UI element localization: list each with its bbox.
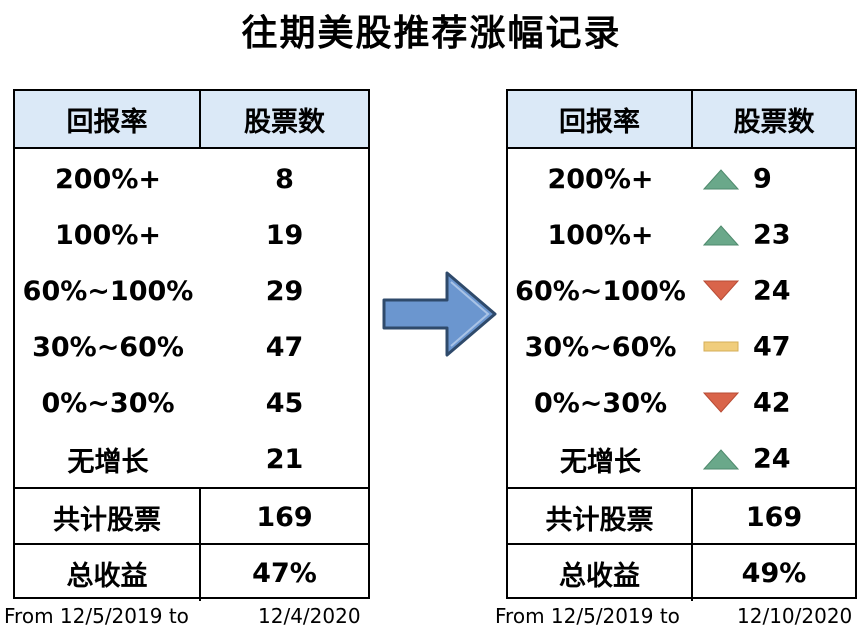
table-header: 回报率 股票数 <box>15 91 368 149</box>
row-value-cell: 47 <box>201 319 368 375</box>
right-arrow-icon <box>382 271 497 357</box>
table-row: 60%~100% 24 <box>508 263 855 319</box>
return-label: 总收益 <box>508 545 693 601</box>
row-category: 30%~60% <box>524 331 677 363</box>
row-category: 0%~30% <box>41 387 175 419</box>
row-value: 29 <box>265 275 304 307</box>
page-title: 往期美股推荐涨幅记录 <box>241 13 622 54</box>
row-value-cell: 47 <box>693 319 855 375</box>
triangle-up-icon <box>703 169 739 190</box>
triangle-down-icon <box>703 280 739 301</box>
row-value-cell: 19 <box>201 207 368 263</box>
table-row: 30%~60% 47 <box>508 319 855 375</box>
header-stock-count: 股票数 <box>733 106 815 138</box>
return-value: 49% <box>741 557 807 589</box>
header-return-rate: 回报率 <box>15 91 201 147</box>
date-to-left: 12/4/2020 <box>258 604 361 628</box>
row-value-cell: 23 <box>693 207 855 263</box>
row-value: 24 <box>753 443 791 475</box>
row-value: 23 <box>753 219 791 251</box>
summary-row: 总收益 47% <box>15 543 368 601</box>
row-value: 47 <box>753 331 791 363</box>
date-from-right: From 12/5/2019 to <box>495 604 680 628</box>
row-category: 60%~100% <box>22 275 194 307</box>
row-value: 8 <box>275 163 294 195</box>
row-value: 19 <box>265 219 304 251</box>
row-value-cell: 29 <box>201 263 368 319</box>
return-value: 47% <box>252 557 317 589</box>
return-label: 总收益 <box>15 545 201 601</box>
summary-row: 共计股票 169 <box>508 487 855 545</box>
row-category: 0%~30% <box>533 387 668 419</box>
row-category: 100%+ <box>54 219 162 251</box>
header-return-rate: 回报率 <box>508 91 693 147</box>
date-to-right: 12/10/2020 <box>737 604 853 628</box>
header-stock-count: 股票数 <box>244 106 325 138</box>
row-category: 60%~100% <box>515 275 686 307</box>
total-label: 共计股票 <box>508 489 693 545</box>
row-value: 45 <box>265 387 304 419</box>
triangle-up-icon <box>703 225 739 246</box>
row-value-cell: 8 <box>201 151 368 207</box>
table-row: 0%~30% 42 <box>508 375 855 431</box>
flat-bar-icon <box>703 341 739 352</box>
table-row: 60%~100% 29 <box>15 263 368 319</box>
table-row: 200%+ 8 <box>15 151 368 207</box>
row-value: 47 <box>265 331 304 363</box>
row-value-cell: 21 <box>201 431 368 487</box>
row-value-cell: 24 <box>693 263 855 319</box>
total-value: 169 <box>745 501 803 533</box>
table-row: 100%+ 19 <box>15 207 368 263</box>
date-from-left: From 12/5/2019 to <box>4 604 189 628</box>
table-header: 回报率 股票数 <box>508 91 855 149</box>
table-row: 0%~30% 45 <box>15 375 368 431</box>
row-category: 无增长 <box>67 446 149 478</box>
row-category: 200%+ <box>547 163 654 195</box>
row-value: 42 <box>753 387 791 419</box>
summary-row: 共计股票 169 <box>15 487 368 545</box>
row-value-cell: 45 <box>201 375 368 431</box>
row-value-cell: 24 <box>693 431 855 487</box>
table-row: 200%+ 9 <box>508 151 855 207</box>
row-value-cell: 42 <box>693 375 855 431</box>
row-category: 100%+ <box>547 219 654 251</box>
table-row: 30%~60% 47 <box>15 319 368 375</box>
row-category: 无增长 <box>560 446 641 478</box>
row-value: 21 <box>265 443 304 475</box>
row-category: 30%~60% <box>32 331 184 363</box>
triangle-up-icon <box>703 449 739 470</box>
row-value: 9 <box>753 163 772 195</box>
summary-row: 总收益 49% <box>508 543 855 601</box>
row-value-cell: 9 <box>693 151 855 207</box>
total-label: 共计股票 <box>15 489 201 545</box>
triangle-down-icon <box>703 392 739 413</box>
total-value: 169 <box>256 501 313 533</box>
row-value: 24 <box>753 275 791 307</box>
row-category: 200%+ <box>54 163 162 195</box>
table-after: 回报率 股票数 200%+ 9 100%+ 23 60%~100% 24 30%~60% 47… <box>506 89 857 601</box>
table-row: 无增长 21 <box>15 431 368 487</box>
table-row: 无增长 24 <box>508 431 855 487</box>
table-row: 100%+ 23 <box>508 207 855 263</box>
table-before: 回报率 股票数 200%+ 8 100%+ 19 60%~100% 29 30%~60% 47… <box>13 89 370 601</box>
